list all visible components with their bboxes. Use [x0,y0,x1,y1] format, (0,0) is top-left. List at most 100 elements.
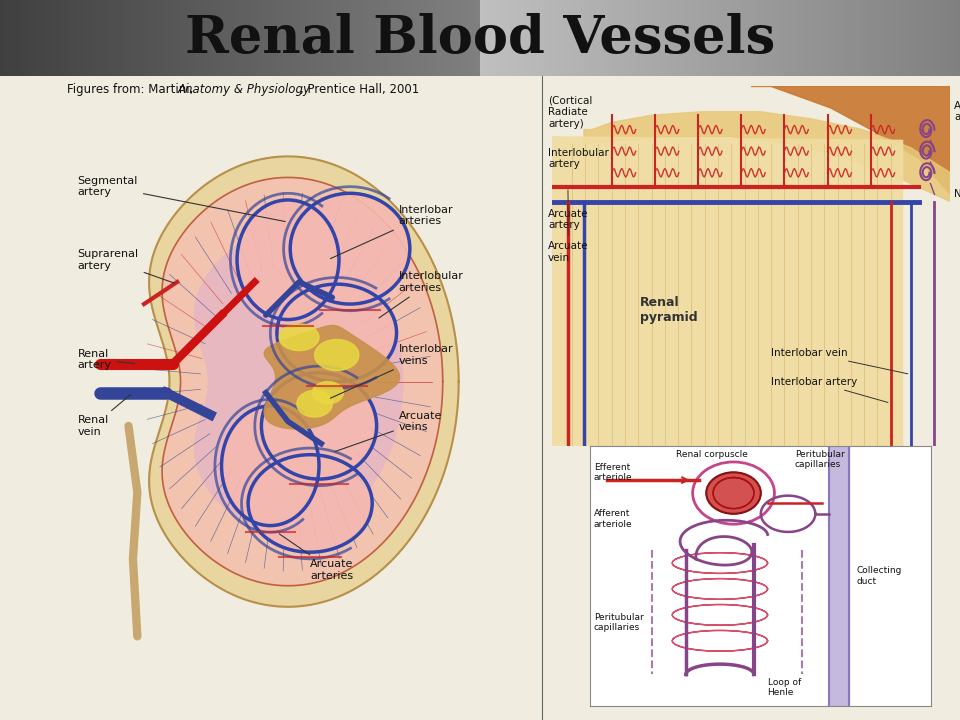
Bar [160,0,163,76]
Bar [557,0,560,76]
Bar [586,0,588,76]
Circle shape [707,472,760,514]
Bar [624,0,627,76]
Ellipse shape [312,382,344,404]
Bar [122,0,125,76]
Bar [12,0,16,76]
Bar [669,0,672,76]
Bar [394,0,396,76]
Bar [329,0,333,76]
Bar [391,0,394,76]
Bar [10,0,12,76]
Bar [381,0,384,76]
Bar [218,0,221,76]
Bar [790,0,794,76]
Bar [320,0,324,76]
Bar [492,0,496,76]
Bar [617,0,621,76]
Bar [307,0,310,76]
Bar [944,0,948,76]
Bar [336,0,339,76]
Bar [454,0,458,76]
Bar [665,0,669,76]
Bar [156,0,160,76]
Bar [919,0,922,76]
Text: Interlobar artery: Interlobar artery [771,377,888,402]
Bar [93,0,96,76]
Bar [931,0,934,76]
Bar [461,0,464,76]
Bar [32,0,36,76]
Bar [442,0,444,76]
Bar [99,0,103,76]
Bar [256,0,259,76]
Bar [202,0,204,76]
Bar [298,0,300,76]
Ellipse shape [290,193,410,304]
Bar [60,0,64,76]
Bar [538,0,540,76]
Bar [477,0,480,76]
Bar [560,0,564,76]
Bar [141,0,144,76]
Bar [333,0,336,76]
Text: Anatomy & Physiology: Anatomy & Physiology [178,84,311,96]
Bar [739,0,742,76]
Bar [896,0,900,76]
Bar [883,0,886,76]
Bar [199,0,202,76]
Bar [96,0,99,76]
Bar [566,0,569,76]
Bar [804,0,806,76]
Bar [909,0,912,76]
Text: Renal Blood Vessels: Renal Blood Vessels [185,13,775,63]
Bar [310,0,314,76]
Bar [768,0,771,76]
Bar [266,0,269,76]
Text: Interlobar vein: Interlobar vein [771,348,908,374]
Bar [579,0,583,76]
Bar [924,0,928,76]
Bar [621,0,624,76]
Bar [746,0,749,76]
Text: Nephron: Nephron [954,189,960,199]
Bar [276,0,278,76]
Bar [953,0,957,76]
Polygon shape [195,230,403,533]
Ellipse shape [276,284,396,382]
Bar [128,0,132,76]
Bar [576,0,579,76]
Bar [377,0,381,76]
Text: Segmental
artery: Segmental artery [78,176,285,222]
Bar [288,0,291,76]
Bar [780,0,784,76]
Bar [125,0,128,76]
Bar [761,0,765,76]
Bar [643,0,646,76]
Text: Peritubular
capillaries: Peritubular capillaries [594,613,643,632]
Bar [464,0,468,76]
Bar [684,0,688,76]
Bar [636,0,640,76]
Bar [691,0,694,76]
Bar [922,0,924,76]
Bar [429,0,432,76]
Bar [214,0,218,76]
Bar [934,0,938,76]
Bar [400,0,403,76]
Bar [845,0,848,76]
Bar [84,0,86,76]
Bar [413,0,416,76]
Bar [300,0,304,76]
Bar [723,0,727,76]
Bar [403,0,406,76]
Bar [468,0,470,76]
Bar [490,0,492,76]
Bar [679,0,682,76]
Bar [151,0,154,76]
Bar [326,0,329,76]
Bar [765,0,768,76]
Bar [208,0,211,76]
Polygon shape [264,325,399,429]
Ellipse shape [315,340,359,371]
